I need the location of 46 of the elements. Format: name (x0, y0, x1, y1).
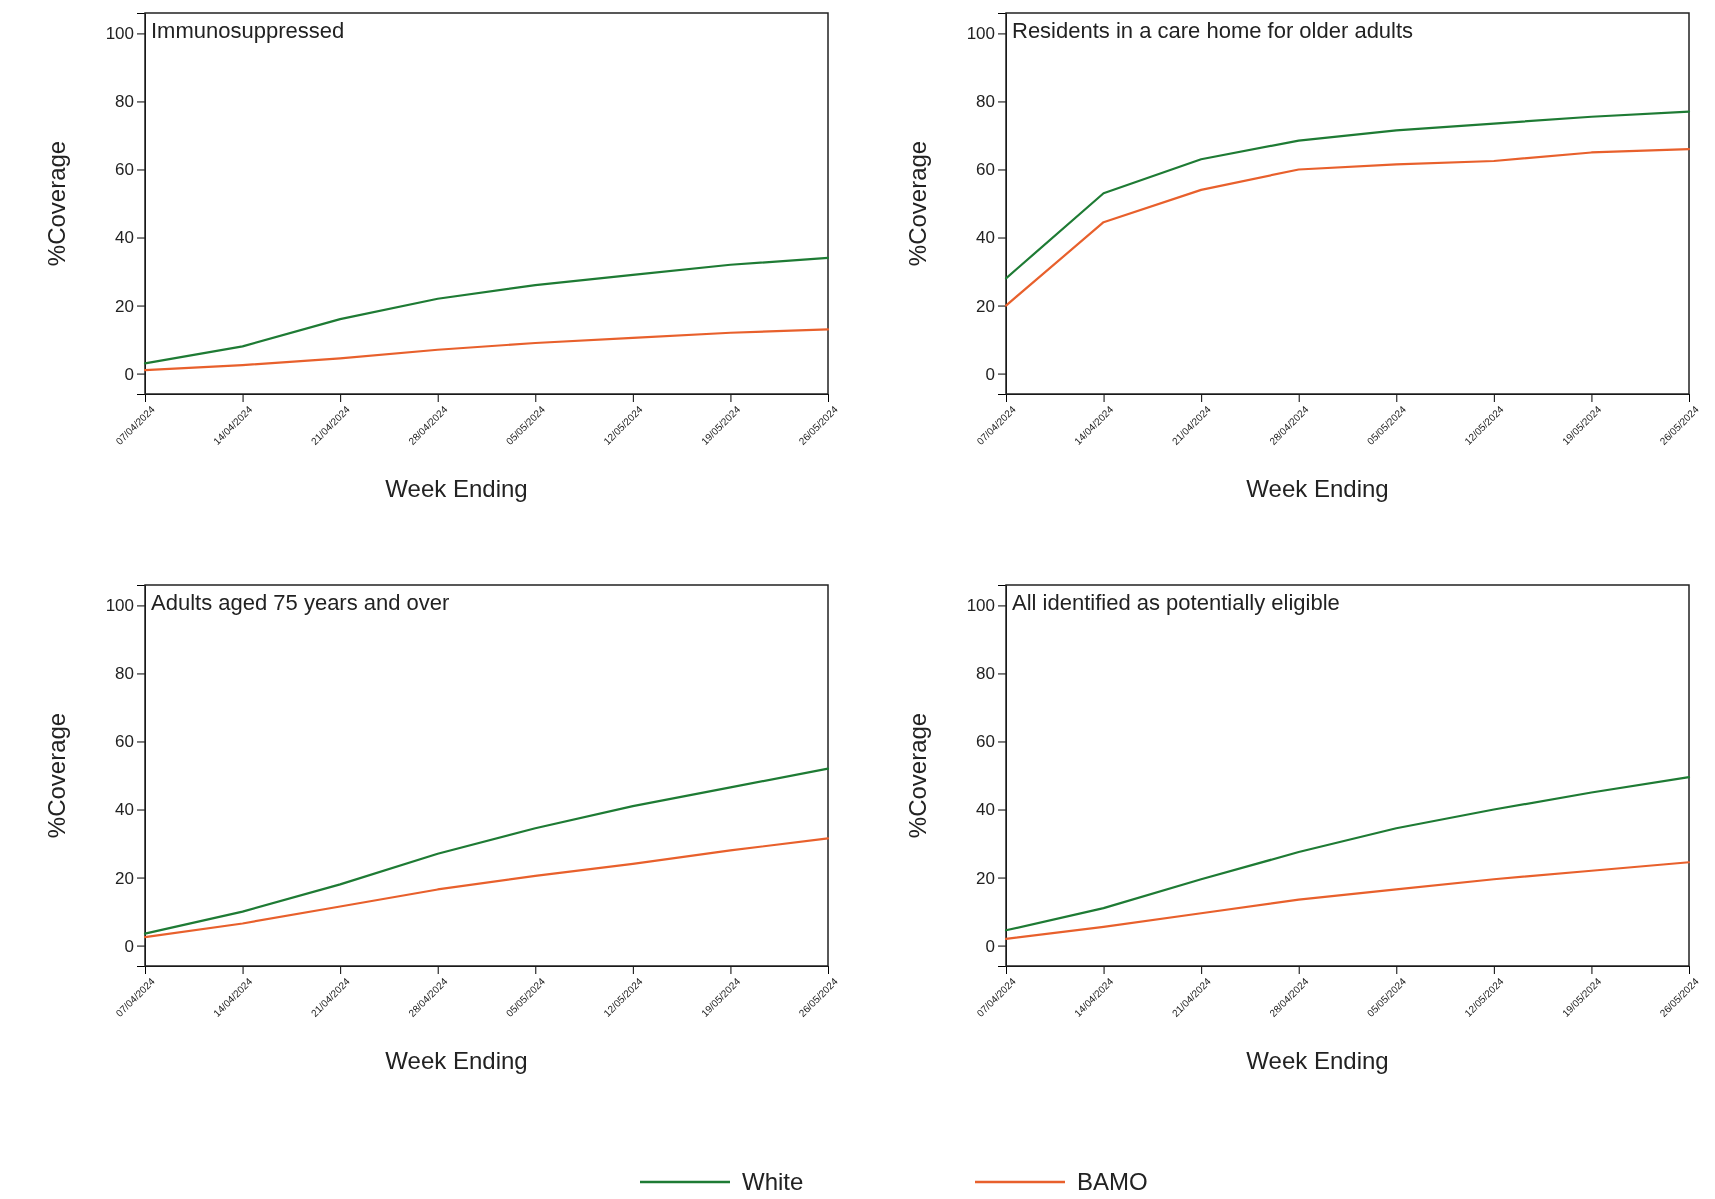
y-tick-label: 60 (115, 160, 134, 180)
y-tick-label: 60 (976, 732, 995, 752)
x-axis-title: Week Ending (385, 475, 528, 502)
y-tick-label: 0 (124, 936, 134, 956)
line-series (1004, 776, 1691, 932)
y-tick-label: 80 (115, 92, 134, 112)
x-axis-title: Week Ending (1246, 1047, 1389, 1074)
y-tick-label: 60 (976, 160, 995, 180)
y-tick-label: 0 (124, 364, 134, 384)
y-tick-label: 40 (115, 228, 134, 248)
line-series (143, 328, 830, 372)
y-tick-label: 20 (976, 868, 995, 888)
y-axis-title: %Coverage (904, 712, 931, 839)
chart-title: Residents in a care home for older adults (1012, 18, 1414, 43)
y-tick-label: 80 (115, 664, 134, 684)
y-tick-label: 60 (115, 732, 134, 752)
line-series (143, 837, 830, 939)
y-axis-title: %Coverage (43, 140, 70, 267)
line-series (143, 256, 830, 365)
y-tick-label: 20 (115, 296, 134, 316)
chart-title: Adults aged 75 years and over (151, 590, 450, 615)
y-tick-label: 100 (966, 24, 995, 44)
line-series (1004, 861, 1691, 940)
line-series (1004, 110, 1691, 280)
line-series (1004, 147, 1691, 307)
y-tick-label: 40 (976, 800, 995, 820)
y-tick-label: 80 (976, 92, 995, 112)
legend-label: White (742, 1168, 804, 1195)
y-tick-label: 40 (115, 800, 134, 820)
y-tick-label: 80 (976, 664, 995, 684)
line-series (143, 767, 830, 935)
x-axis-title: Week Ending (1246, 475, 1389, 502)
y-axis-title: %Coverage (904, 140, 931, 267)
y-tick-label: 20 (115, 868, 134, 888)
legend-label: BAMO (1077, 1168, 1148, 1195)
chart-title: All identified as potentially eligible (1012, 590, 1340, 615)
y-tick-label: 0 (985, 936, 995, 956)
y-tick-label: 20 (976, 296, 995, 316)
y-tick-label: 100 (105, 596, 134, 616)
y-tick-label: 40 (976, 228, 995, 248)
y-axis-title: %Coverage (43, 712, 70, 839)
y-tick-label: 100 (105, 24, 134, 44)
x-axis-title: Week Ending (385, 1047, 528, 1074)
chart-title: Immunosuppressed (151, 18, 345, 43)
y-tick-label: 0 (985, 364, 995, 384)
y-tick-label: 100 (966, 596, 995, 616)
